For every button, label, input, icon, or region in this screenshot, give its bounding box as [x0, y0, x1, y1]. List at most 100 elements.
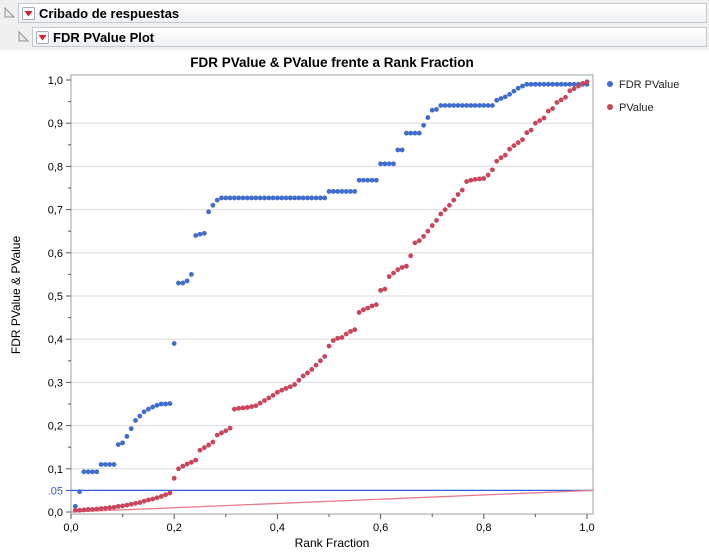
point-fdr-pvalue[interactable]: [541, 81, 547, 87]
point-fdr-pvalue[interactable]: [85, 469, 91, 475]
point-fdr-pvalue[interactable]: [425, 115, 431, 120]
point-pvalue[interactable]: [133, 500, 138, 506]
disclosure-open-icon[interactable]: [17, 30, 30, 43]
point-fdr-pvalue[interactable]: [72, 503, 78, 509]
point-pvalue[interactable]: [98, 506, 104, 511]
point-pvalue[interactable]: [550, 106, 555, 111]
point-pvalue[interactable]: [128, 501, 134, 507]
point-pvalue[interactable]: [520, 137, 525, 143]
point-fdr-pvalue[interactable]: [141, 409, 147, 415]
point-fdr-pvalue[interactable]: [429, 107, 435, 113]
point-pvalue[interactable]: [412, 240, 418, 246]
point-fdr-pvalue[interactable]: [524, 81, 530, 87]
point-fdr-pvalue[interactable]: [421, 122, 426, 128]
point-fdr-pvalue[interactable]: [318, 195, 323, 201]
point-fdr-pvalue[interactable]: [150, 404, 156, 410]
point-fdr-pvalue[interactable]: [133, 418, 138, 423]
point-fdr-pvalue[interactable]: [77, 489, 82, 495]
point-pvalue[interactable]: [425, 228, 431, 234]
point-pvalue[interactable]: [584, 79, 590, 85]
point-pvalue[interactable]: [558, 97, 564, 103]
point-pvalue[interactable]: [189, 459, 194, 465]
point-pvalue[interactable]: [167, 490, 173, 496]
point-fdr-pvalue[interactable]: [176, 280, 181, 286]
point-fdr-pvalue[interactable]: [455, 103, 461, 108]
point-fdr-pvalue[interactable]: [451, 103, 457, 108]
point-pvalue[interactable]: [498, 155, 504, 161]
point-fdr-pvalue[interactable]: [158, 401, 164, 407]
point-fdr-pvalue[interactable]: [279, 195, 285, 201]
point-fdr-pvalue[interactable]: [447, 103, 452, 108]
point-fdr-pvalue[interactable]: [171, 341, 177, 346]
point-fdr-pvalue[interactable]: [550, 81, 555, 87]
point-pvalue[interactable]: [137, 500, 143, 505]
point-pvalue[interactable]: [275, 389, 280, 395]
point-pvalue[interactable]: [85, 507, 91, 512]
point-pvalue[interactable]: [257, 400, 263, 406]
point-fdr-pvalue[interactable]: [373, 177, 379, 183]
point-fdr-pvalue[interactable]: [545, 81, 551, 87]
point-pvalue[interactable]: [227, 425, 233, 431]
point-pvalue[interactable]: [141, 498, 147, 504]
point-fdr-pvalue[interactable]: [81, 469, 87, 475]
point-fdr-pvalue[interactable]: [326, 189, 332, 194]
point-fdr-pvalue[interactable]: [468, 103, 474, 108]
point-pvalue[interactable]: [244, 405, 250, 410]
point-fdr-pvalue[interactable]: [481, 103, 487, 108]
point-pvalue[interactable]: [115, 503, 121, 509]
point-fdr-pvalue[interactable]: [94, 469, 100, 475]
point-pvalue[interactable]: [451, 197, 457, 203]
point-fdr-pvalue[interactable]: [189, 272, 194, 277]
point-pvalue[interactable]: [421, 233, 426, 239]
point-fdr-pvalue[interactable]: [537, 81, 543, 87]
point-fdr-pvalue[interactable]: [236, 195, 242, 201]
point-fdr-pvalue[interactable]: [163, 401, 169, 407]
point-pvalue[interactable]: [270, 392, 276, 398]
point-pvalue[interactable]: [468, 177, 474, 183]
point-fdr-pvalue[interactable]: [477, 103, 482, 108]
point-pvalue[interactable]: [236, 405, 242, 411]
point-pvalue[interactable]: [330, 338, 336, 343]
point-fdr-pvalue[interactable]: [98, 462, 104, 467]
point-fdr-pvalue[interactable]: [528, 81, 534, 87]
point-pvalue[interactable]: [262, 398, 267, 403]
point-pvalue[interactable]: [283, 386, 289, 391]
point-fdr-pvalue[interactable]: [343, 189, 349, 194]
point-pvalue[interactable]: [515, 140, 521, 146]
point-fdr-pvalue[interactable]: [502, 94, 508, 100]
point-fdr-pvalue[interactable]: [115, 442, 121, 448]
point-fdr-pvalue[interactable]: [257, 195, 263, 201]
point-pvalue[interactable]: [197, 447, 203, 453]
point-fdr-pvalue[interactable]: [404, 130, 409, 136]
point-fdr-pvalue[interactable]: [485, 103, 491, 108]
point-pvalue[interactable]: [210, 439, 216, 445]
point-pvalue[interactable]: [184, 461, 190, 467]
point-pvalue[interactable]: [232, 406, 237, 412]
point-pvalue[interactable]: [158, 494, 164, 499]
point-pvalue[interactable]: [171, 475, 177, 481]
point-pvalue[interactable]: [356, 310, 362, 315]
point-pvalue[interactable]: [511, 143, 517, 149]
point-pvalue[interactable]: [382, 286, 388, 292]
point-pvalue[interactable]: [266, 395, 272, 401]
point-fdr-pvalue[interactable]: [107, 462, 113, 467]
point-pvalue[interactable]: [502, 152, 508, 158]
legend-item-fdr-pvalue[interactable]: FDR PValue: [607, 79, 679, 91]
point-pvalue[interactable]: [120, 503, 125, 509]
point-pvalue[interactable]: [365, 305, 371, 311]
point-fdr-pvalue[interactable]: [395, 147, 401, 153]
point-pvalue[interactable]: [305, 370, 310, 376]
point-fdr-pvalue[interactable]: [300, 195, 306, 201]
point-pvalue[interactable]: [103, 505, 108, 511]
point-pvalue[interactable]: [541, 115, 547, 121]
point-pvalue[interactable]: [180, 463, 186, 469]
point-pvalue[interactable]: [339, 335, 345, 340]
point-fdr-pvalue[interactable]: [283, 195, 289, 201]
point-fdr-pvalue[interactable]: [249, 195, 255, 201]
point-fdr-pvalue[interactable]: [227, 195, 233, 201]
point-pvalue[interactable]: [369, 303, 375, 309]
red-triangle-menu-icon[interactable]: [22, 6, 35, 20]
point-fdr-pvalue[interactable]: [111, 462, 117, 467]
point-fdr-pvalue[interactable]: [154, 402, 160, 408]
point-fdr-pvalue[interactable]: [442, 103, 448, 108]
